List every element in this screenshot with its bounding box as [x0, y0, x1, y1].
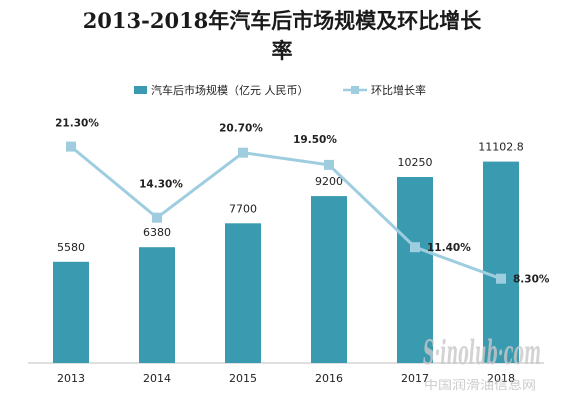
x-tick-2016: 2016 [315, 372, 343, 385]
growth-value-label-2013: 21.30% [55, 118, 99, 130]
bar-value-label-2017: 10250 [398, 156, 433, 169]
watermark-subtitle: 中国润滑油信息网 [424, 377, 536, 392]
legend-bar-label: 汽车后市场规模（亿元 人民币） [151, 83, 309, 97]
growth-value-label-2018: 8.30% [513, 274, 550, 286]
growth-point-2014 [152, 212, 162, 223]
growth-point-2017 [410, 242, 420, 253]
bar-2014 [139, 247, 175, 363]
x-tick-2014: 2014 [143, 372, 171, 385]
bar-2018 [483, 161, 519, 363]
bar-series [53, 161, 519, 363]
chart-title-line2: 率 [271, 38, 293, 63]
bar-2013 [53, 261, 89, 363]
growth-value-label-2017: 11.40% [427, 242, 471, 254]
bar-value-label-2015: 7700 [229, 202, 257, 215]
bar-value-label-2014: 6380 [143, 226, 171, 239]
x-tick-2018: 2018 [487, 372, 515, 385]
growth-point-2015 [238, 147, 248, 158]
growth-value-label-2016: 19.50% [293, 134, 337, 146]
bar-value-label-2018: 11102.8 [478, 141, 524, 154]
legend-bar-swatch [134, 86, 147, 94]
legend-line-marker [351, 86, 359, 94]
bar-2017 [397, 177, 433, 363]
growth-value-labels: 21.30% 14.30% 20.70% 19.50% 11.40% 8.30% [55, 118, 550, 286]
x-tick-2013: 2013 [57, 372, 85, 385]
growth-line-series [66, 141, 506, 284]
legend: 汽车后市场规模（亿元 人民币） 环比增长率 [134, 83, 426, 97]
chart-title-line1: 2013-2018年汽车后市场规模及环比增长 [82, 8, 482, 33]
bar-value-label-2016: 9200 [315, 175, 343, 188]
growth-value-label-2014: 14.30% [139, 179, 183, 191]
x-tick-2015: 2015 [229, 372, 257, 385]
chart-title: 2013-2018年汽车后市场规模及环比增长 率 [0, 6, 564, 66]
bar-value-labels: 5580 6380 7700 9200 10250 11102.8 [57, 141, 524, 254]
growth-point-2018 [496, 273, 506, 284]
growth-point-2016 [324, 159, 334, 170]
bar-2016 [311, 196, 347, 363]
x-tick-2017: 2017 [401, 372, 429, 385]
watermark-logo-text: S·inolub·com [423, 333, 541, 373]
watermark: S·inolub·com 中国润滑油信息网 [423, 333, 541, 392]
x-axis-tick-labels: 2013 2014 2015 2016 2017 2018 [57, 372, 515, 385]
growth-line [70, 145, 502, 281]
bar-value-label-2013: 5580 [57, 241, 85, 254]
growth-value-label-2015: 20.70% [219, 123, 263, 135]
legend-line-label: 环比增长率 [371, 83, 426, 97]
bar-2015 [225, 223, 261, 363]
growth-point-2013 [66, 141, 76, 152]
